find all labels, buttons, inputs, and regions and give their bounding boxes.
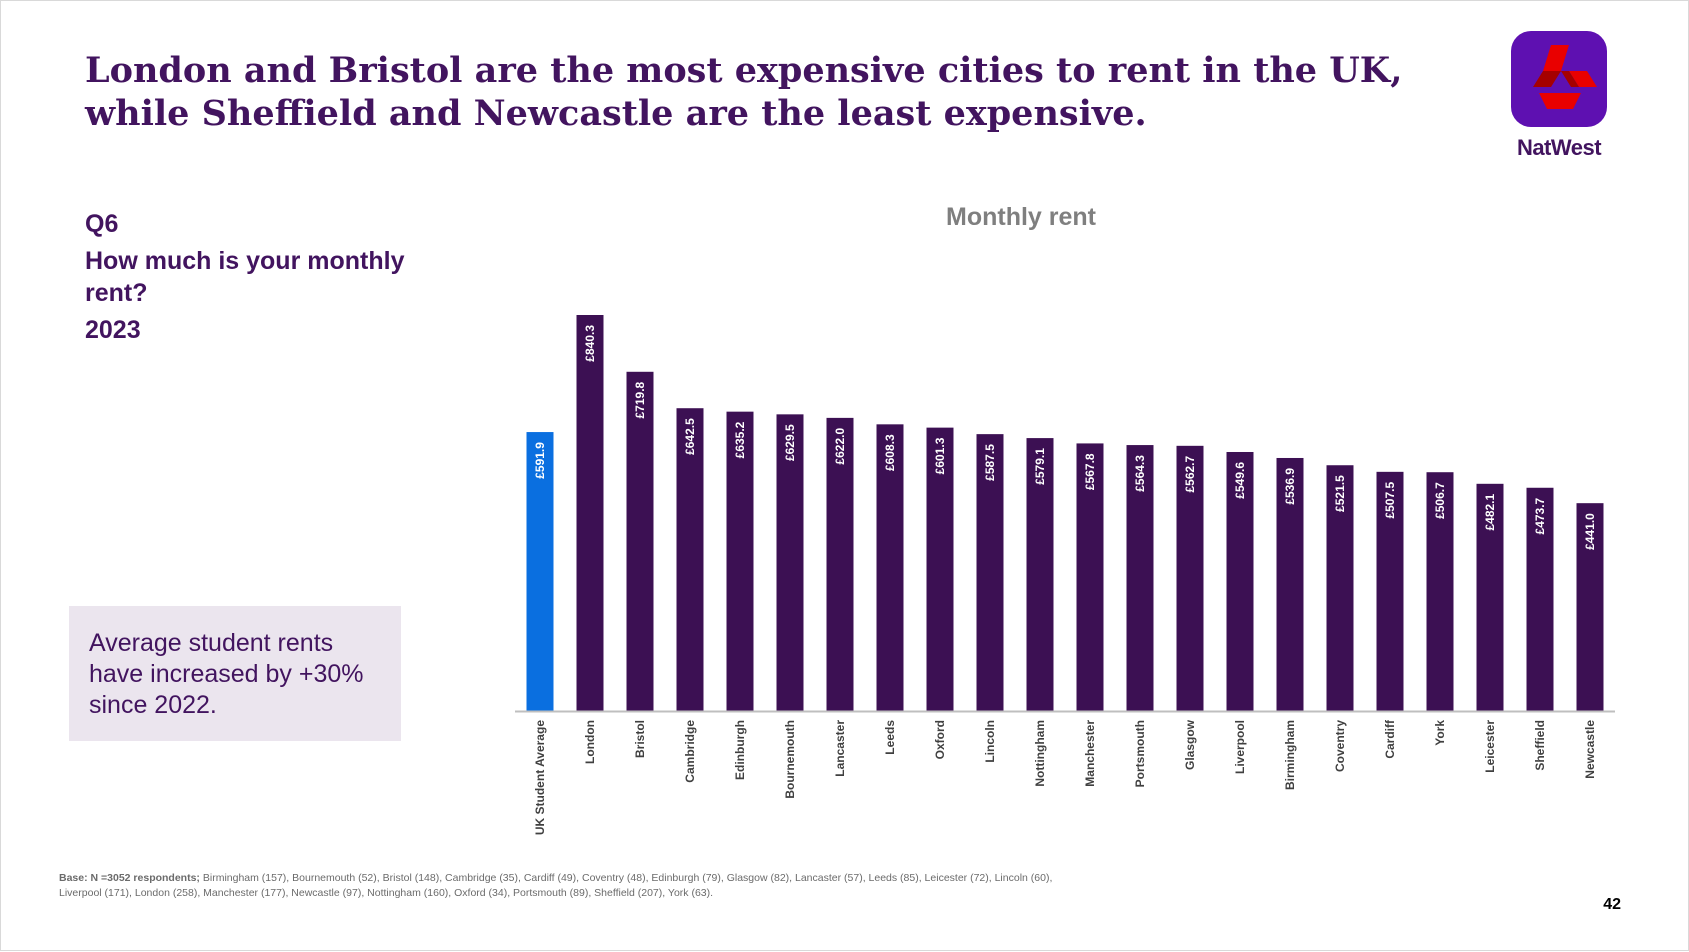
category-label: Glasgow [1183,719,1197,770]
headline: London and Bristol are the most expensiv… [85,50,1403,134]
data-label: £579.1 [1033,448,1047,485]
data-label: £521.5 [1333,475,1347,512]
bar-cardiff [1376,471,1404,711]
data-label: £629.5 [783,424,797,461]
data-label: £564.3 [1133,455,1147,492]
bar-coventry [1326,465,1354,711]
category-label: Bournemouth [783,720,797,799]
category-label: Oxford [933,720,947,759]
bar-uk-student-average [526,432,554,711]
bar-manchester [1076,443,1104,711]
bar-edinburgh [726,411,754,711]
category-label: Newcastle [1583,720,1597,779]
data-label: £536.9 [1283,468,1297,505]
bar-london [576,315,604,711]
bar-nottingham [1026,438,1054,711]
bar-bournemouth [776,414,804,711]
natwest-logo: NatWest [1511,31,1607,160]
bar-birmingham [1276,457,1304,711]
footnote-line-1: Birmingham (157), Bournemouth (52), Bris… [202,872,1053,884]
bar-york [1426,472,1454,711]
data-label: £719.8 [633,381,647,418]
category-label: Birmingham [1283,720,1297,790]
data-label: £635.2 [733,421,747,458]
question-block: Q6 How much is your monthly rent? 2023 [85,207,405,347]
category-label: Portsmouth [1133,720,1147,787]
category-label: Leicester [1483,720,1497,773]
data-label: £601.3 [933,437,947,474]
category-label: York [1433,720,1447,746]
category-label: Edinburgh [733,720,747,780]
category-label: Lancaster [833,720,847,777]
bar-newcastle [1576,503,1604,711]
bar-glasgow [1176,445,1204,711]
footnote: Base: N =3052 respondents; Birmingham (1… [59,871,1159,901]
brand-name: NatWest [1516,135,1602,160]
question-year: 2023 [85,316,141,344]
category-label: Bristol [633,720,647,758]
data-label: £591.9 [533,442,547,479]
question-text: How much is your monthly rent? [85,247,405,307]
category-label: London [583,720,597,764]
footnote-base-label: Base: N =3052 respondents; [59,872,200,884]
data-label: £608.3 [883,434,897,471]
category-label: Cambridge [683,720,697,783]
data-label: £473.7 [1533,497,1547,534]
bar-leicester [1476,483,1504,711]
category-label: Nottingham [1033,720,1047,787]
data-label: £482.1 [1483,493,1497,530]
bar-portsmouth [1126,445,1154,711]
data-label: £549.6 [1233,462,1247,499]
data-label: £622.0 [833,428,847,465]
data-label: £507.5 [1383,482,1397,519]
data-label: £840.3 [583,325,597,362]
natwest-cubes-icon [1511,31,1607,127]
bar-sheffield [1526,487,1554,711]
footnote-line-2: Liverpool (171), London (258), Mancheste… [59,887,714,899]
bar-cambridge [676,408,704,711]
category-label: Lincoln [983,720,997,763]
data-label: £562.7 [1183,455,1197,492]
data-label: £587.5 [983,444,997,481]
category-label: UK Student Average [533,720,547,835]
callout-box: Average student rents have increased by … [69,606,401,741]
bar-lancaster [826,417,854,711]
bar-bristol [626,371,654,711]
question-number: Q6 [85,210,119,238]
data-label: £642.5 [683,418,697,455]
data-label: £567.8 [1083,453,1097,490]
data-label: £441.0 [1583,513,1597,550]
category-label: Liverpool [1233,720,1247,774]
bar-liverpool [1226,451,1254,711]
data-label: £506.7 [1433,482,1447,519]
bar-lincoln [976,434,1004,711]
bar-leeds [876,424,904,711]
category-label: Coventry [1333,720,1347,772]
bar-oxford [926,427,954,711]
category-label: Cardiff [1383,719,1397,759]
chart-title: Monthly rent [946,203,1096,231]
category-label: Sheffield [1533,720,1547,771]
page-number: 42 [1603,896,1621,913]
category-label: Leeds [883,720,897,755]
category-label: Manchester [1083,720,1097,787]
